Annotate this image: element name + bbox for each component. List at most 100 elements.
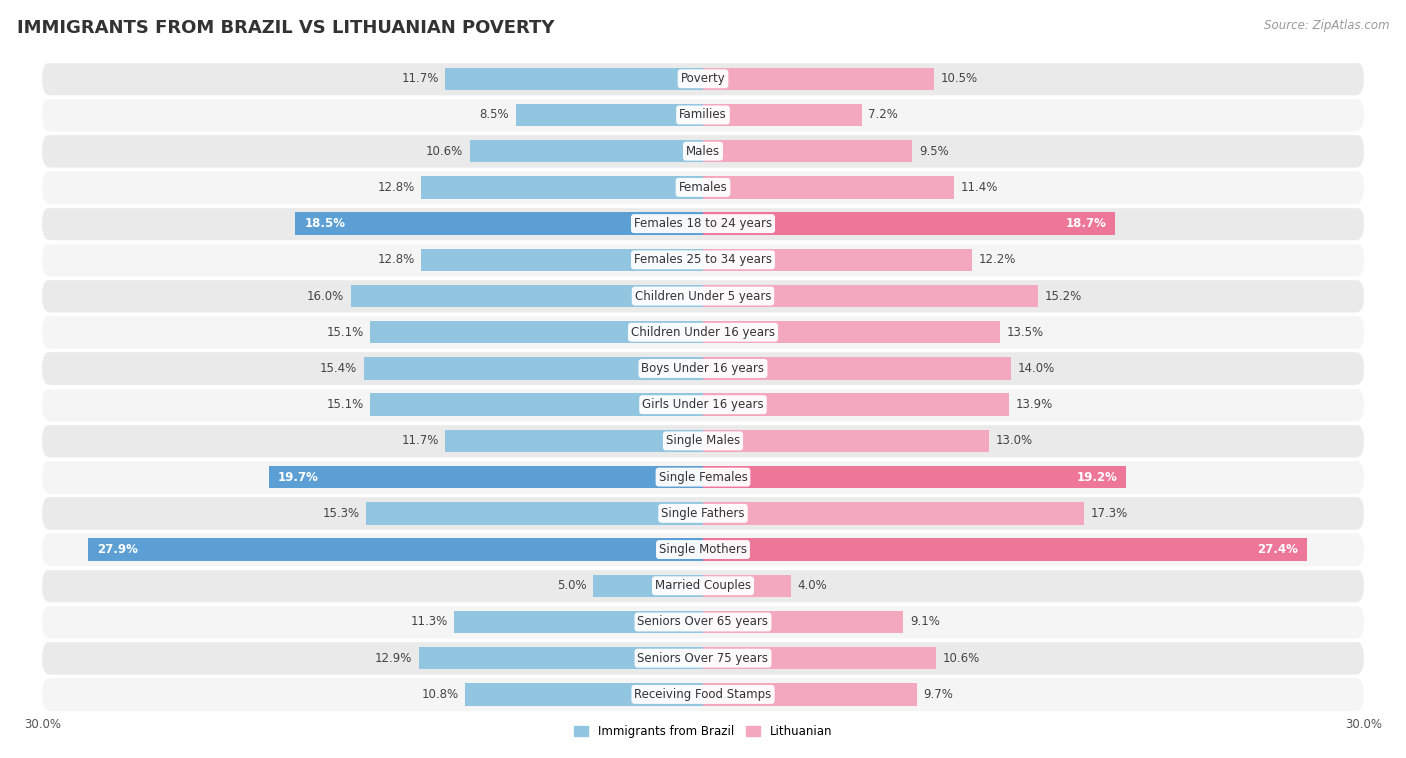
- Bar: [366, 502, 703, 525]
- Bar: [350, 285, 703, 307]
- Text: Females 18 to 24 years: Females 18 to 24 years: [634, 217, 772, 230]
- Text: 13.0%: 13.0%: [995, 434, 1033, 447]
- Text: Females: Females: [679, 181, 727, 194]
- Text: 14.0%: 14.0%: [1018, 362, 1056, 375]
- Text: 13.5%: 13.5%: [1007, 326, 1045, 339]
- Text: 8.5%: 8.5%: [479, 108, 509, 121]
- FancyBboxPatch shape: [42, 424, 1364, 458]
- Text: 19.7%: 19.7%: [278, 471, 319, 484]
- FancyBboxPatch shape: [42, 171, 1364, 204]
- Bar: [470, 140, 703, 162]
- Text: Females 25 to 34 years: Females 25 to 34 years: [634, 253, 772, 266]
- Text: Seniors Over 75 years: Seniors Over 75 years: [637, 652, 769, 665]
- Text: Families: Families: [679, 108, 727, 121]
- FancyBboxPatch shape: [42, 99, 1364, 132]
- Text: 13.9%: 13.9%: [1015, 398, 1053, 411]
- Bar: [454, 611, 703, 633]
- Bar: [593, 575, 703, 597]
- FancyBboxPatch shape: [42, 460, 1364, 493]
- Text: Seniors Over 65 years: Seniors Over 65 years: [637, 615, 769, 628]
- Bar: [703, 647, 936, 669]
- Text: 15.3%: 15.3%: [322, 507, 360, 520]
- Bar: [703, 285, 1038, 307]
- Text: 10.6%: 10.6%: [943, 652, 980, 665]
- Text: 9.7%: 9.7%: [924, 688, 953, 701]
- Bar: [703, 249, 972, 271]
- FancyBboxPatch shape: [42, 641, 1364, 675]
- Text: 11.3%: 11.3%: [411, 615, 447, 628]
- Bar: [465, 683, 703, 706]
- Text: 12.8%: 12.8%: [377, 253, 415, 266]
- Bar: [420, 249, 703, 271]
- Text: 16.0%: 16.0%: [307, 290, 344, 302]
- Text: 10.8%: 10.8%: [422, 688, 458, 701]
- Text: 5.0%: 5.0%: [557, 579, 586, 592]
- Text: Single Females: Single Females: [658, 471, 748, 484]
- Text: 19.2%: 19.2%: [1076, 471, 1118, 484]
- Text: Children Under 16 years: Children Under 16 years: [631, 326, 775, 339]
- Text: 18.5%: 18.5%: [304, 217, 346, 230]
- FancyBboxPatch shape: [42, 134, 1364, 168]
- FancyBboxPatch shape: [42, 207, 1364, 240]
- Text: 10.5%: 10.5%: [941, 72, 979, 85]
- Text: Children Under 5 years: Children Under 5 years: [634, 290, 772, 302]
- Bar: [703, 683, 917, 706]
- Bar: [269, 466, 703, 488]
- Legend: Immigrants from Brazil, Lithuanian: Immigrants from Brazil, Lithuanian: [569, 720, 837, 743]
- Bar: [703, 357, 1011, 380]
- Bar: [420, 176, 703, 199]
- Text: IMMIGRANTS FROM BRAZIL VS LITHUANIAN POVERTY: IMMIGRANTS FROM BRAZIL VS LITHUANIAN POV…: [17, 19, 554, 37]
- Bar: [703, 140, 912, 162]
- Bar: [370, 393, 703, 416]
- Bar: [703, 321, 1001, 343]
- Bar: [703, 212, 1115, 235]
- Text: Receiving Food Stamps: Receiving Food Stamps: [634, 688, 772, 701]
- Bar: [419, 647, 703, 669]
- Bar: [89, 538, 703, 561]
- FancyBboxPatch shape: [42, 243, 1364, 277]
- Text: 4.0%: 4.0%: [797, 579, 828, 592]
- Text: 7.2%: 7.2%: [868, 108, 898, 121]
- Bar: [703, 538, 1306, 561]
- Bar: [703, 176, 955, 199]
- Text: 12.2%: 12.2%: [979, 253, 1015, 266]
- Text: 27.9%: 27.9%: [97, 543, 138, 556]
- Text: Single Mothers: Single Mothers: [659, 543, 747, 556]
- FancyBboxPatch shape: [42, 496, 1364, 530]
- Bar: [703, 430, 990, 452]
- Text: Single Fathers: Single Fathers: [661, 507, 745, 520]
- Text: 9.1%: 9.1%: [910, 615, 941, 628]
- Text: 10.6%: 10.6%: [426, 145, 463, 158]
- Text: Source: ZipAtlas.com: Source: ZipAtlas.com: [1264, 19, 1389, 32]
- FancyBboxPatch shape: [42, 678, 1364, 711]
- Text: Girls Under 16 years: Girls Under 16 years: [643, 398, 763, 411]
- Text: 11.7%: 11.7%: [401, 72, 439, 85]
- Bar: [370, 321, 703, 343]
- Text: 17.3%: 17.3%: [1091, 507, 1128, 520]
- Bar: [364, 357, 703, 380]
- Text: 15.2%: 15.2%: [1045, 290, 1081, 302]
- FancyBboxPatch shape: [42, 533, 1364, 566]
- Bar: [703, 575, 792, 597]
- Bar: [446, 430, 703, 452]
- Text: Males: Males: [686, 145, 720, 158]
- Text: 15.4%: 15.4%: [321, 362, 357, 375]
- FancyBboxPatch shape: [42, 569, 1364, 603]
- FancyBboxPatch shape: [42, 315, 1364, 349]
- Text: 12.9%: 12.9%: [375, 652, 412, 665]
- FancyBboxPatch shape: [42, 280, 1364, 313]
- Text: Single Males: Single Males: [666, 434, 740, 447]
- Bar: [703, 466, 1126, 488]
- Text: Poverty: Poverty: [681, 72, 725, 85]
- Text: 15.1%: 15.1%: [326, 398, 364, 411]
- Text: 15.1%: 15.1%: [326, 326, 364, 339]
- Text: 11.4%: 11.4%: [960, 181, 998, 194]
- Bar: [446, 67, 703, 90]
- Text: Married Couples: Married Couples: [655, 579, 751, 592]
- Bar: [703, 67, 934, 90]
- Text: 11.7%: 11.7%: [401, 434, 439, 447]
- Bar: [703, 104, 862, 126]
- FancyBboxPatch shape: [42, 352, 1364, 385]
- Bar: [703, 611, 904, 633]
- Text: 12.8%: 12.8%: [377, 181, 415, 194]
